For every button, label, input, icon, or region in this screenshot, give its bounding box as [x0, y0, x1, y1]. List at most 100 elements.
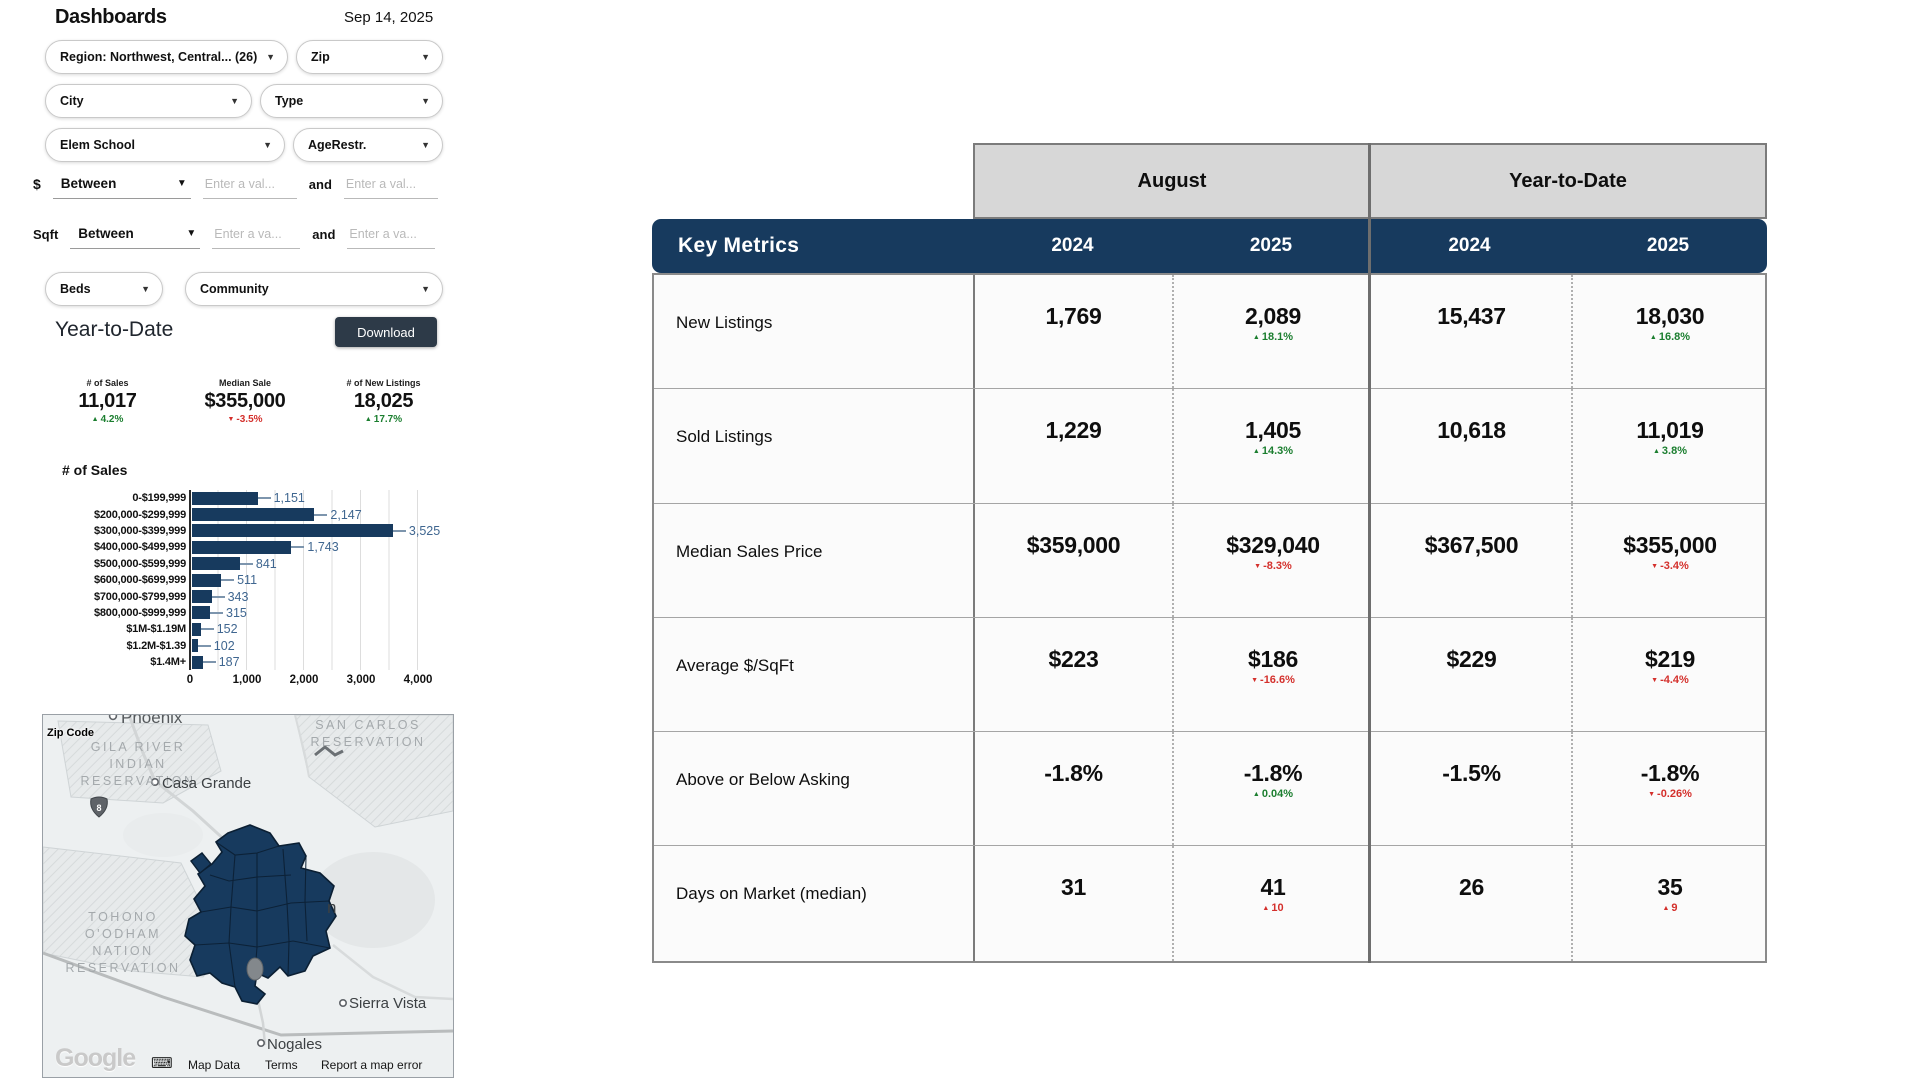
chart-row: $1.4M+ 187 [48, 654, 448, 670]
filter-region-dropdown[interactable]: Region: Northwest, Central... (26) ▼ [45, 40, 288, 74]
chart-bar[interactable] [192, 508, 315, 522]
sqft-operator-select[interactable]: Between ▼ [70, 226, 201, 249]
selected-zip-polygon-small[interactable] [190, 852, 212, 875]
metric-cell: 1,769 [973, 275, 1172, 389]
change-value: 9 [1671, 902, 1678, 915]
zip-boundaries [194, 841, 331, 988]
metric-change: ▼ -16.6% [1174, 674, 1372, 686]
down-arrow-icon: ▼ [1648, 791, 1656, 799]
price-to-input[interactable] [343, 177, 438, 199]
metric-change: ▲ 14.3% [1174, 445, 1372, 457]
up-arrow-icon: ▲ [1252, 448, 1260, 456]
filter-zip-label: Zip [311, 50, 330, 64]
metric-value: -1.8% [1243, 760, 1303, 787]
metric-change: ▲ 3.8% [1573, 445, 1767, 457]
chart-bar[interactable] [192, 491, 258, 505]
metric-value: -1.8% [1044, 760, 1103, 787]
zip-code-map[interactable]: Zip Code [42, 714, 454, 1078]
change-value: 3.8% [1661, 445, 1687, 458]
casa-grande-label: Casa Grande [162, 775, 251, 792]
ytd-kpis: # of Sales 11,017 ▲ 4.2% Median Sale $355,000… [45, 378, 447, 425]
metric-cell: 31 [973, 846, 1172, 961]
chart-bar[interactable] [192, 557, 240, 571]
metric-row-label: Days on Market (median) [676, 884, 867, 904]
up-arrow-icon: ▲ [91, 416, 99, 423]
price-range-filter: $ Between ▼ and [33, 176, 438, 199]
map-data-link[interactable]: Map Data [188, 1058, 241, 1072]
chart-bar-area: 343 [192, 590, 448, 604]
chart-bar[interactable] [192, 622, 201, 636]
price-operator-select[interactable]: Between ▼ [52, 176, 191, 199]
x-axis-tick-label: 2,000 [289, 674, 319, 687]
google-logo[interactable]: Google [55, 1044, 136, 1072]
chevron-down-icon: ▼ [421, 284, 430, 294]
metric-change: ▲ 18.1% [1174, 331, 1372, 343]
up-arrow-icon: ▲ [1649, 334, 1657, 341]
chart-bar-value: 2,147 [330, 507, 362, 522]
chart-bar-value: 511 [237, 573, 258, 588]
filter-community-dropdown[interactable]: Community ▼ [185, 272, 443, 306]
sqft-from-input[interactable] [212, 227, 301, 249]
chart-category-label: $400,000-$499,999 [93, 541, 186, 554]
metric-cell: $329,040 ▼ -8.3% [1172, 503, 1372, 617]
metric-change: ▼ -8.3% [1174, 560, 1372, 572]
chart-bar[interactable] [192, 639, 198, 653]
up-arrow-icon: ▲ [1652, 448, 1660, 456]
chart-bar[interactable] [192, 524, 393, 538]
map-canvas: 8 Phoenix GILA RIVER INDIAN RESERVATION … [43, 715, 453, 1077]
down-arrow-icon: ▼ [1651, 676, 1659, 684]
change-value: -3.5% [236, 414, 263, 425]
filter-age-restr-dropdown[interactable]: AgeRestr. ▼ [293, 128, 443, 162]
download-button[interactable]: Download [335, 317, 437, 347]
filter-type-dropdown[interactable]: Type ▼ [260, 84, 443, 118]
group-divider [1368, 143, 1371, 963]
chart-row: $500,000-$599,999 841 [48, 556, 448, 572]
metric-change: ▲ 9 [1573, 902, 1767, 914]
kpi-value: 11,017 [78, 390, 137, 412]
keyboard-shortcuts-icon[interactable]: ⌨ [151, 1055, 173, 1072]
chart-row: $1.2M-$1.39 102 [48, 638, 448, 654]
filter-beds-dropdown[interactable]: Beds ▼ [45, 272, 163, 306]
year-header-ytd-2025: 2025 [1646, 235, 1690, 256]
report-map-error-link[interactable]: Report a map error [321, 1058, 423, 1072]
metric-row-label: Average $/SqFt [676, 655, 794, 675]
road-line [43, 951, 453, 1037]
chart-category-label: $600,000-$699,999 [93, 574, 186, 587]
chart-bar-value: 315 [226, 605, 247, 620]
change-value: -8.3% [1263, 559, 1292, 572]
filter-city-dropdown[interactable]: City ▼ [45, 84, 252, 118]
sales-by-price-chart: 0-$199,999 1,151 $200,000-$299,999 2,147 $30… [48, 490, 448, 690]
price-from-input[interactable] [202, 177, 297, 199]
chart-bar[interactable] [192, 573, 222, 587]
group-header-august: August [973, 143, 1371, 219]
metric-row-label: Median Sales Price [676, 541, 823, 561]
metric-value: 35 [1657, 874, 1683, 901]
x-axis-tick-label: 0 [186, 674, 194, 687]
price-prefix-label: $ [33, 176, 41, 192]
terms-link[interactable]: Terms [265, 1058, 298, 1072]
chevron-down-icon: ▼ [266, 52, 275, 62]
selected-zip-codes-polygon[interactable] [184, 824, 337, 1005]
change-value: -16.6% [1260, 673, 1295, 686]
chart-bar[interactable] [192, 540, 292, 554]
chart-bar[interactable] [192, 590, 212, 604]
table-row: Median Sales Price $359,000 $329,040 ▼ -8.3%… [654, 503, 1765, 618]
metric-value: 2,089 [1244, 303, 1302, 329]
bar-value-connector [202, 661, 216, 664]
chart-bar[interactable] [192, 655, 203, 669]
sqft-operator-label: Between [78, 226, 134, 241]
metric-cell: 1,229 [973, 389, 1172, 503]
up-arrow-icon: ▲ [1662, 905, 1670, 913]
sqft-to-input[interactable] [347, 227, 436, 249]
gila-river-label-1: GILA RIVER [91, 740, 185, 754]
chart-bar[interactable] [192, 606, 210, 620]
table-row: Sold Listings 1,229 1,405 ▲ 14.3% 10,618 11,01… [654, 389, 1767, 504]
price-and-label: and [308, 177, 332, 192]
filter-elem-school-dropdown[interactable]: Elem School ▼ [45, 128, 285, 162]
filter-elem-school-label: Elem School [60, 138, 136, 152]
bar-value-connector [257, 497, 271, 500]
metric-cell: 18,030 ▲ 16.8% [1571, 275, 1767, 389]
metric-value: -1.5% [1442, 760, 1501, 787]
sqft-and-label: and [312, 227, 336, 242]
filter-zip-dropdown[interactable]: Zip ▼ [296, 40, 443, 74]
